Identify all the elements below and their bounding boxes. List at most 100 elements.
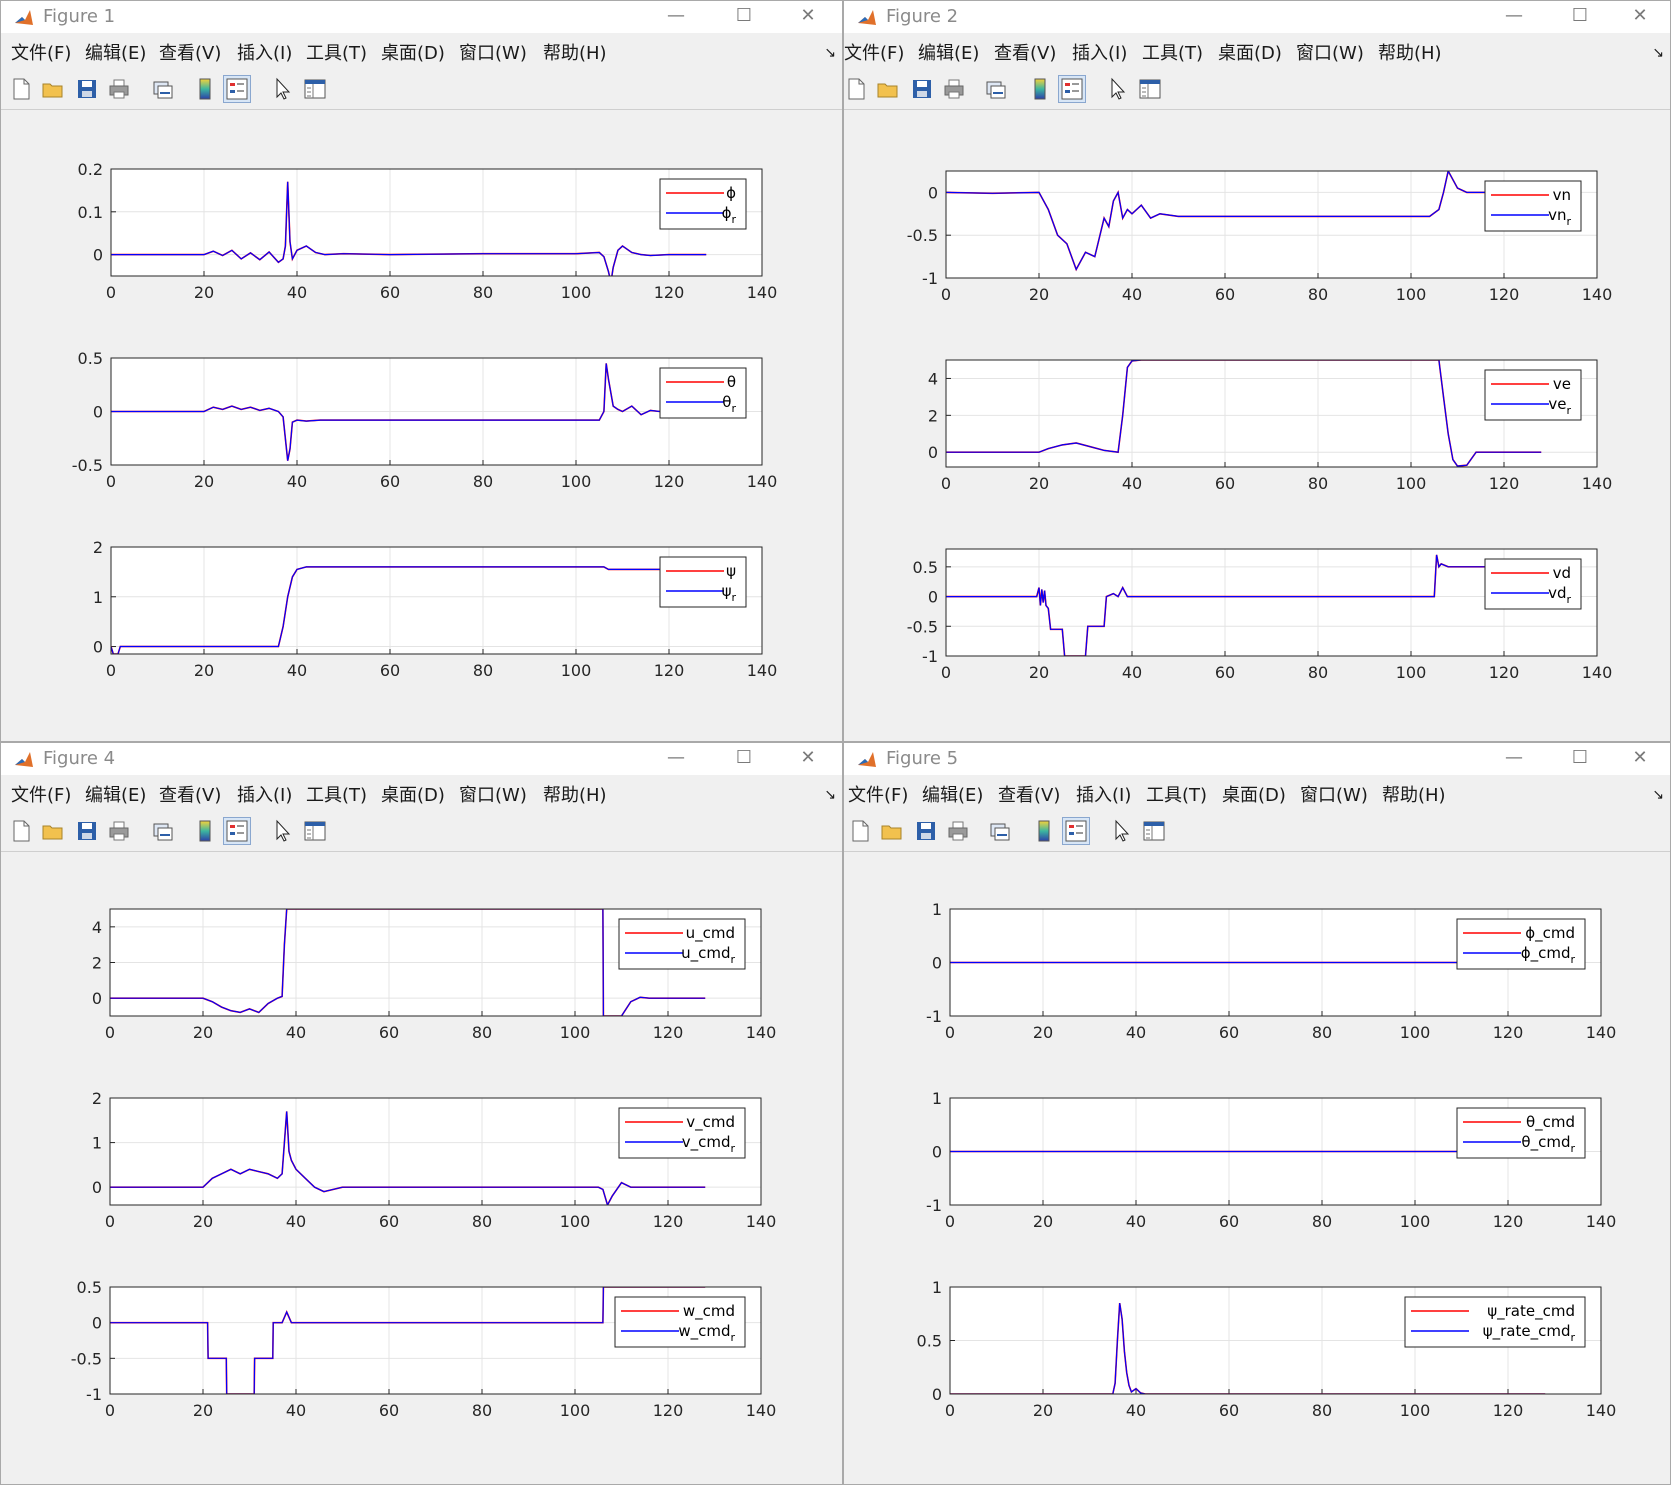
maximize-button[interactable]: ☐ bbox=[1571, 5, 1589, 26]
menu-help[interactable]: 帮助(H) bbox=[1378, 43, 1442, 64]
insert-legend-icon[interactable] bbox=[223, 817, 251, 845]
close-button[interactable]: ✕ bbox=[1632, 5, 1648, 26]
menu-file[interactable]: 文件(F) bbox=[11, 785, 72, 806]
menu-window[interactable]: 窗口(W) bbox=[459, 43, 527, 64]
insert-colorbar-icon[interactable] bbox=[1032, 819, 1056, 843]
close-button[interactable]: ✕ bbox=[1632, 747, 1648, 768]
menu-desktop[interactable]: 桌面(D) bbox=[1218, 43, 1282, 64]
new-figure-icon[interactable] bbox=[9, 819, 33, 843]
menu-insert[interactable]: 插入(I) bbox=[1076, 785, 1132, 806]
menu-file[interactable]: 文件(F) bbox=[11, 43, 72, 64]
link-plot-icon[interactable] bbox=[984, 77, 1008, 101]
new-figure-icon[interactable] bbox=[848, 819, 872, 843]
maximize-button[interactable]: ☐ bbox=[735, 5, 753, 26]
print-icon[interactable] bbox=[107, 819, 131, 843]
dock-arrow-icon[interactable]: ↘ bbox=[824, 45, 836, 61]
open-file-icon[interactable] bbox=[880, 819, 904, 843]
menu-view[interactable]: 查看(V) bbox=[159, 785, 222, 806]
title-bar[interactable]: Figure 2 — ☐ ✕ bbox=[844, 1, 1670, 33]
menu-file[interactable]: 文件(F) bbox=[848, 785, 909, 806]
property-inspector-icon[interactable] bbox=[1142, 819, 1166, 843]
new-figure-icon[interactable] bbox=[9, 77, 33, 101]
menu-file[interactable]: 文件(F) bbox=[844, 43, 905, 64]
menu-tools[interactable]: 工具(T) bbox=[306, 43, 368, 64]
link-plot-icon[interactable] bbox=[151, 819, 175, 843]
menu-desktop[interactable]: 桌面(D) bbox=[381, 43, 445, 64]
insert-legend-icon[interactable] bbox=[1058, 75, 1086, 103]
legend[interactable]: ϕϕr bbox=[659, 178, 747, 230]
insert-colorbar-icon[interactable] bbox=[193, 77, 217, 101]
menu-edit[interactable]: 编辑(E) bbox=[85, 785, 147, 806]
minimize-button[interactable]: — bbox=[667, 5, 685, 26]
edit-plot-icon[interactable] bbox=[1110, 819, 1134, 843]
menu-desktop[interactable]: 桌面(D) bbox=[381, 785, 445, 806]
save-icon[interactable] bbox=[75, 77, 99, 101]
dock-arrow-icon[interactable]: ↘ bbox=[1652, 45, 1664, 61]
open-file-icon[interactable] bbox=[41, 819, 65, 843]
new-figure-icon[interactable] bbox=[844, 77, 868, 101]
open-file-icon[interactable] bbox=[41, 77, 65, 101]
edit-plot-icon[interactable] bbox=[1106, 77, 1130, 101]
property-inspector-icon[interactable] bbox=[303, 819, 327, 843]
close-button[interactable]: ✕ bbox=[800, 747, 816, 768]
menu-help[interactable]: 帮助(H) bbox=[543, 43, 607, 64]
save-icon[interactable] bbox=[914, 819, 938, 843]
menu-window[interactable]: 窗口(W) bbox=[1296, 43, 1364, 64]
menu-insert[interactable]: 插入(I) bbox=[237, 43, 293, 64]
open-file-icon[interactable] bbox=[876, 77, 900, 101]
menu-help[interactable]: 帮助(H) bbox=[543, 785, 607, 806]
menu-window[interactable]: 窗口(W) bbox=[459, 785, 527, 806]
save-icon[interactable] bbox=[910, 77, 934, 101]
maximize-button[interactable]: ☐ bbox=[1571, 747, 1589, 768]
edit-plot-icon[interactable] bbox=[271, 77, 295, 101]
title-bar[interactable]: Figure 1 — ☐ ✕ bbox=[1, 1, 842, 33]
legend[interactable]: θθr bbox=[659, 367, 747, 419]
property-inspector-icon[interactable] bbox=[1138, 77, 1162, 101]
dock-arrow-icon[interactable]: ↘ bbox=[824, 787, 836, 803]
title-bar[interactable]: Figure 4 — ☐ ✕ bbox=[1, 743, 842, 775]
menu-window[interactable]: 窗口(W) bbox=[1300, 785, 1368, 806]
menu-insert[interactable]: 插入(I) bbox=[237, 785, 293, 806]
menu-view[interactable]: 查看(V) bbox=[998, 785, 1061, 806]
menu-desktop[interactable]: 桌面(D) bbox=[1222, 785, 1286, 806]
menu-view[interactable]: 查看(V) bbox=[994, 43, 1057, 64]
menu-view[interactable]: 查看(V) bbox=[159, 43, 222, 64]
close-button[interactable]: ✕ bbox=[800, 5, 816, 26]
maximize-button[interactable]: ☐ bbox=[735, 747, 753, 768]
print-icon[interactable] bbox=[942, 77, 966, 101]
link-plot-icon[interactable] bbox=[988, 819, 1012, 843]
print-icon[interactable] bbox=[946, 819, 970, 843]
menu-edit[interactable]: 编辑(E) bbox=[922, 785, 984, 806]
title-bar[interactable]: Figure 5 — ☐ ✕ bbox=[844, 743, 1670, 775]
property-inspector-icon[interactable] bbox=[303, 77, 327, 101]
print-icon[interactable] bbox=[107, 77, 131, 101]
edit-plot-icon[interactable] bbox=[271, 819, 295, 843]
menu-edit[interactable]: 编辑(E) bbox=[918, 43, 980, 64]
insert-colorbar-icon[interactable] bbox=[1028, 77, 1052, 101]
minimize-button[interactable]: — bbox=[1505, 747, 1523, 768]
save-icon[interactable] bbox=[75, 819, 99, 843]
insert-colorbar-icon[interactable] bbox=[193, 819, 217, 843]
minimize-button[interactable]: — bbox=[667, 747, 685, 768]
link-plot-icon[interactable] bbox=[151, 77, 175, 101]
menu-tools[interactable]: 工具(T) bbox=[1142, 43, 1204, 64]
menu-edit[interactable]: 编辑(E) bbox=[85, 43, 147, 64]
minimize-button[interactable]: — bbox=[1505, 5, 1523, 26]
insert-legend-icon[interactable] bbox=[223, 75, 251, 103]
menu-tools[interactable]: 工具(T) bbox=[1146, 785, 1208, 806]
menu-help[interactable]: 帮助(H) bbox=[1382, 785, 1446, 806]
menu-insert[interactable]: 插入(I) bbox=[1072, 43, 1128, 64]
insert-legend-icon[interactable] bbox=[1062, 817, 1090, 845]
menu-tools[interactable]: 工具(T) bbox=[306, 785, 368, 806]
legend[interactable]: ψψr bbox=[659, 556, 747, 608]
dock-arrow-icon[interactable]: ↘ bbox=[1652, 787, 1664, 803]
